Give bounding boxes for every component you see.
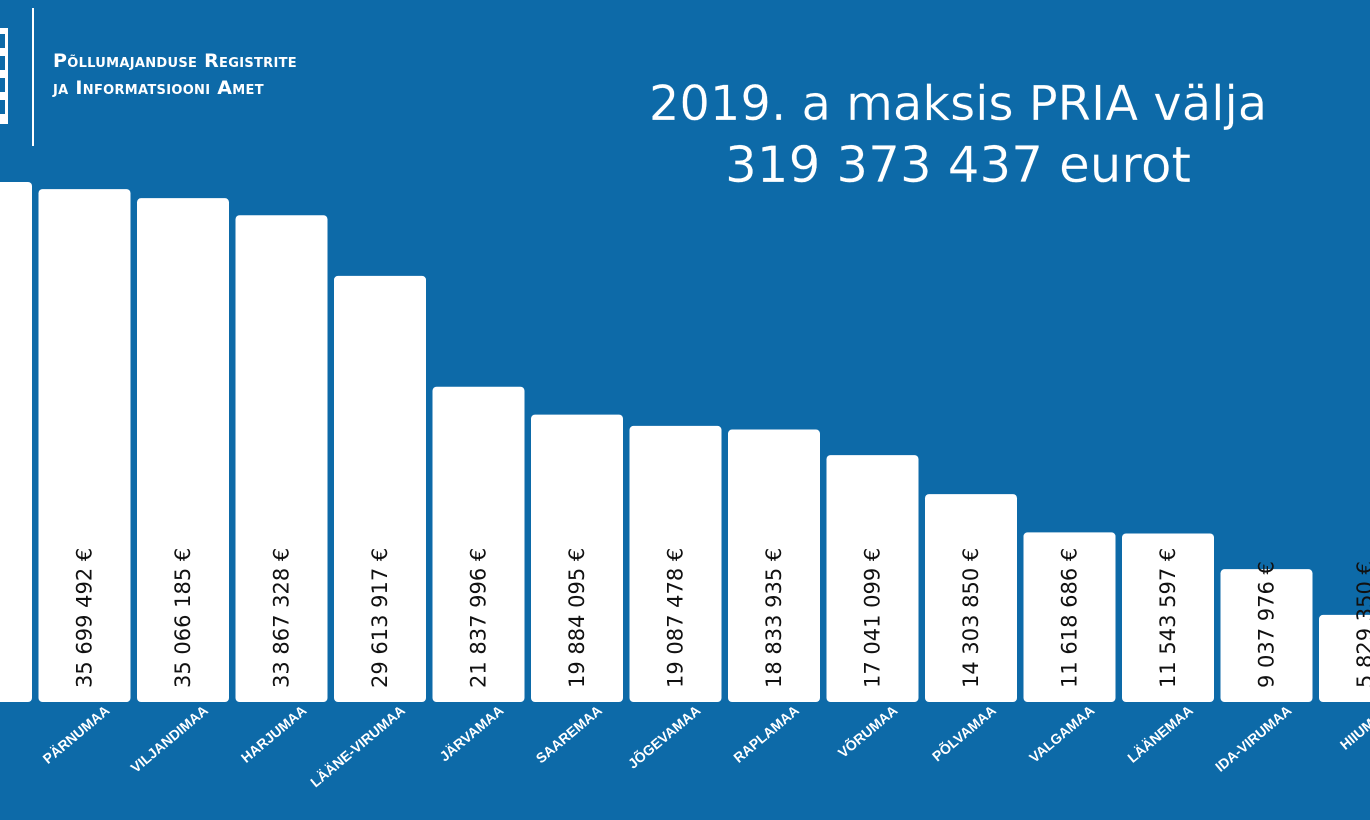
bar-value-label: 11 543 597 € [1156,548,1180,688]
bar-value-label: 17 041 099 € [861,548,885,688]
logo-divider [32,8,34,146]
bar [137,198,229,702]
category-label: PÄRNUMAA [40,702,113,767]
bar-value-label: 19 884 095 € [565,548,589,688]
category-label: LÄÄNEMAA [1124,702,1196,766]
category-label: VALGAMAA [1026,702,1097,766]
bar-value-label: 9 037 976 € [1255,561,1279,688]
title-line1: 2019. a maksis PRIA välja [648,76,1268,132]
bar [38,189,131,703]
bar [728,429,820,702]
bar [235,215,328,702]
category-label: RAPLAMAA [730,702,802,766]
bar [0,182,32,702]
bar-value-label: 35 699 492 € [73,548,97,688]
title-line2: 319 373 437 eurot [724,136,1192,194]
category-label: HARJUMAA [238,702,310,766]
org-name-line2: ja Informatsiooni Amet [53,77,264,99]
bar-value-label: 5 829 350 € [1353,561,1370,688]
bar-value-label: 11 618 686 € [1058,548,1082,688]
bar [1220,569,1313,702]
category-label: LÄÄNE-VIRUMAA [307,702,408,790]
bar [1319,614,1370,702]
category-label: IDA-VIRUMAA [1212,702,1294,775]
bar-value-label: 18 833 935 € [762,548,786,688]
category-label: PÕLVAMAA [928,701,999,764]
bar-value-label: 29 613 917 € [368,548,392,688]
bar [925,494,1017,702]
org-name-line1: Põllumajanduse Registrite [53,50,297,72]
category-label: HIIUMAA [1337,702,1370,753]
bar [629,425,722,702]
bar [432,386,525,702]
bar [531,414,623,702]
category-label: JÄRVAMAA [436,702,506,764]
bar [1122,533,1214,702]
bar [1023,532,1116,702]
bar-value-label: 33 867 328 € [270,548,294,688]
category-label: VÕRUMAA [834,701,900,761]
pria-emblem-icon [0,28,8,124]
bar-value-label: 14 303 850 € [959,548,983,688]
category-label: VILJANDIMAA [127,702,211,776]
bar [826,455,919,702]
bar-value-label: 35 066 185 € [171,548,195,688]
category-label: SAAREMAA [533,702,605,766]
bar-value-label: 21 837 996 € [467,548,491,688]
bar [334,275,426,702]
bar-value-label: 19 087 478 € [664,548,688,688]
category-label: JÕGEVAMAA [624,701,703,771]
